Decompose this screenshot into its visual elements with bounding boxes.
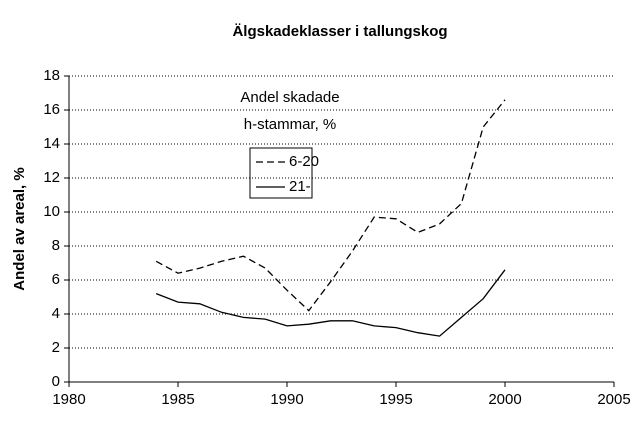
y-tick-label: 4 [52,305,60,322]
annotation: Andel skadade [240,89,339,106]
x-tick-label: 2005 [597,391,630,408]
y-tick-label: 10 [43,203,60,220]
x-tick-label: 1980 [52,391,85,408]
y-axis-label: Andel av areal, % [11,167,28,290]
legend-label: 6-20 [289,153,319,170]
y-tick-label: 0 [52,373,60,390]
y-tick-label: 2 [52,339,60,356]
series-line [155,99,506,312]
x-tick-label: 2000 [488,391,521,408]
x-tick-label: 1990 [270,391,303,408]
legend-box [249,147,313,199]
y-tick-label: 18 [43,67,60,84]
annotation: h-stammar, % [244,116,337,133]
x-tick-label: 1985 [161,391,194,408]
y-tick-label: 16 [43,101,60,118]
y-tick-label: 8 [52,237,60,254]
series-line [155,269,506,337]
chart-title: Älgskadeklasser i tallungskog [232,23,447,40]
x-tick-label: 1995 [379,391,412,408]
legend-label: 21- [289,178,311,195]
y-tick-label: 14 [43,135,60,152]
y-tick-label: 6 [52,271,60,288]
y-tick-label: 12 [43,169,60,186]
